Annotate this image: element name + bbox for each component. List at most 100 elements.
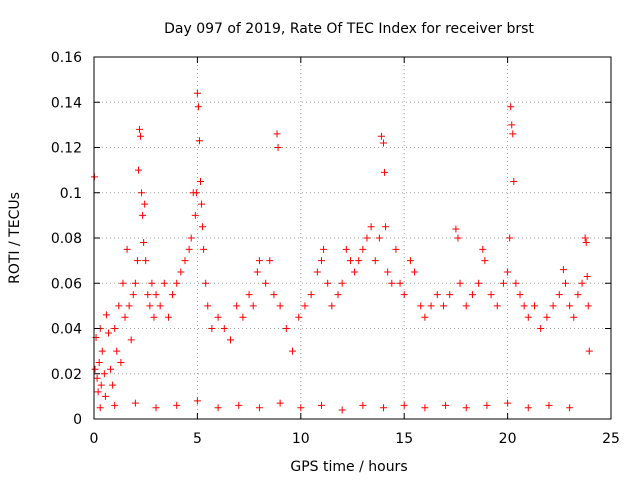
data-point xyxy=(214,404,222,412)
data-point xyxy=(276,302,284,310)
data-point xyxy=(454,234,462,242)
data-point xyxy=(276,399,284,407)
data-point xyxy=(200,245,208,253)
data-point xyxy=(584,302,592,310)
data-point xyxy=(359,401,367,409)
data-point xyxy=(421,404,429,412)
data-point xyxy=(202,279,210,287)
data-point xyxy=(173,401,181,409)
data-point xyxy=(148,279,156,287)
data-point xyxy=(111,325,119,332)
x-tick-label: 0 xyxy=(90,431,99,447)
data-point xyxy=(255,257,263,265)
data-point xyxy=(233,302,241,310)
data-point xyxy=(214,313,222,321)
data-point xyxy=(197,177,205,185)
data-point xyxy=(462,302,470,310)
data-point xyxy=(91,365,99,373)
data-point xyxy=(199,223,207,231)
data-point xyxy=(313,268,321,276)
data-point xyxy=(198,200,206,208)
data-point xyxy=(146,302,154,310)
data-point xyxy=(583,272,591,280)
x-tick-label: 20 xyxy=(499,431,517,447)
data-point xyxy=(581,234,589,242)
data-point xyxy=(164,313,172,321)
data-point xyxy=(367,223,375,231)
data-point xyxy=(582,239,590,247)
data-point xyxy=(578,279,586,287)
data-point xyxy=(506,234,514,242)
data-point xyxy=(191,211,199,219)
data-point xyxy=(249,302,257,310)
data-point xyxy=(456,279,464,287)
data-point xyxy=(324,279,332,287)
data-point xyxy=(117,358,125,366)
data-point xyxy=(107,365,115,373)
data-point xyxy=(226,336,234,344)
data-point xyxy=(253,268,261,276)
data-point xyxy=(102,311,110,319)
data-point xyxy=(555,291,563,299)
y-tick-label: 0.14 xyxy=(51,95,82,111)
y-tick-labels: 0 0.02 0.04 0.06 0.08 0.1 0.12 0.14 0.16 xyxy=(51,50,82,428)
data-point xyxy=(111,401,119,409)
data-point xyxy=(156,302,164,310)
data-point xyxy=(406,257,414,265)
data-point xyxy=(141,200,149,208)
data-point xyxy=(475,279,483,287)
data-point xyxy=(173,279,181,287)
data-point xyxy=(95,358,103,366)
data-point xyxy=(377,132,385,140)
plot-frame xyxy=(93,56,612,420)
y-tick-label: 0.12 xyxy=(51,141,82,157)
y-tick-label: 0.08 xyxy=(51,231,82,247)
data-point xyxy=(400,401,408,409)
data-point xyxy=(320,245,328,253)
data-point xyxy=(363,234,371,242)
data-point xyxy=(483,401,491,409)
data-point xyxy=(142,257,150,265)
data-point xyxy=(371,257,379,265)
data-point xyxy=(384,268,392,276)
data-point xyxy=(559,266,567,274)
data-point xyxy=(507,103,515,111)
data-point xyxy=(328,302,336,310)
data-point xyxy=(270,291,278,299)
data-point xyxy=(220,325,228,332)
data-point xyxy=(421,313,429,321)
data-point xyxy=(137,132,145,140)
data-point xyxy=(400,291,408,299)
data-point xyxy=(266,257,274,265)
data-point xyxy=(93,374,101,382)
y-tick-label: 0.04 xyxy=(51,322,82,338)
data-point xyxy=(193,397,201,405)
data-point xyxy=(516,291,524,299)
data-point xyxy=(342,245,350,253)
data-point xyxy=(185,245,193,253)
data-point xyxy=(109,381,117,389)
data-point xyxy=(139,211,147,219)
data-point xyxy=(462,404,470,412)
data-point xyxy=(433,291,441,299)
data-point xyxy=(468,291,476,299)
data-point xyxy=(566,404,574,412)
data-point xyxy=(446,291,454,299)
data-point xyxy=(359,245,367,253)
data-point xyxy=(274,144,282,151)
data-point xyxy=(508,121,516,129)
data-point xyxy=(382,223,390,231)
data-point xyxy=(562,279,570,287)
data-point xyxy=(187,234,195,242)
data-point xyxy=(96,404,104,412)
data-point xyxy=(301,302,309,310)
data-point xyxy=(380,404,388,412)
data-point xyxy=(113,347,121,355)
data-point xyxy=(392,245,400,253)
data-point xyxy=(574,291,582,299)
data-point xyxy=(194,103,202,111)
data-point xyxy=(381,168,389,176)
data-point xyxy=(504,399,512,407)
data-point xyxy=(545,401,553,409)
